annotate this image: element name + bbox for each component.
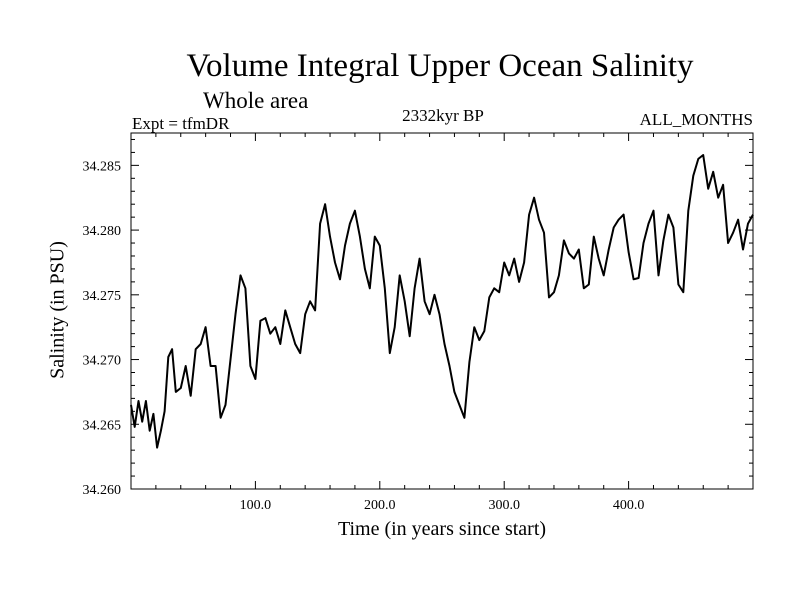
x-tick-label: 200.0 xyxy=(364,498,396,513)
axis-ticks xyxy=(131,133,753,490)
y-tick-label: 34.260 xyxy=(83,483,122,498)
chart-title: Volume Integral Upper Ocean Salinity xyxy=(186,48,694,84)
plot-frame xyxy=(130,132,754,490)
x-tick-label: 400.0 xyxy=(613,498,645,513)
y-tick-label: 34.280 xyxy=(83,224,122,239)
y-tick-label: 34.270 xyxy=(83,354,122,369)
months-label: ALL_MONTHS xyxy=(639,110,753,129)
y-tick-label: 34.275 xyxy=(83,289,122,304)
x-axis-label: Time (in years since start) xyxy=(337,518,547,540)
x-tick-label: 100.0 xyxy=(240,498,272,513)
axis-tick-labels: 100.0 200.0 300.0 400.0 34.260 34.265 34.270 34… xyxy=(83,159,645,513)
chart-subtitle: Whole area xyxy=(203,88,309,113)
period-label: 2332kyr BP xyxy=(402,106,484,125)
salinity-series-line xyxy=(130,154,754,449)
y-tick-label: 34.265 xyxy=(83,418,122,433)
experiment-label: Expt = tfmDR xyxy=(132,114,230,133)
x-tick-label: 300.0 xyxy=(488,498,520,513)
y-tick-label: 34.285 xyxy=(83,159,122,174)
